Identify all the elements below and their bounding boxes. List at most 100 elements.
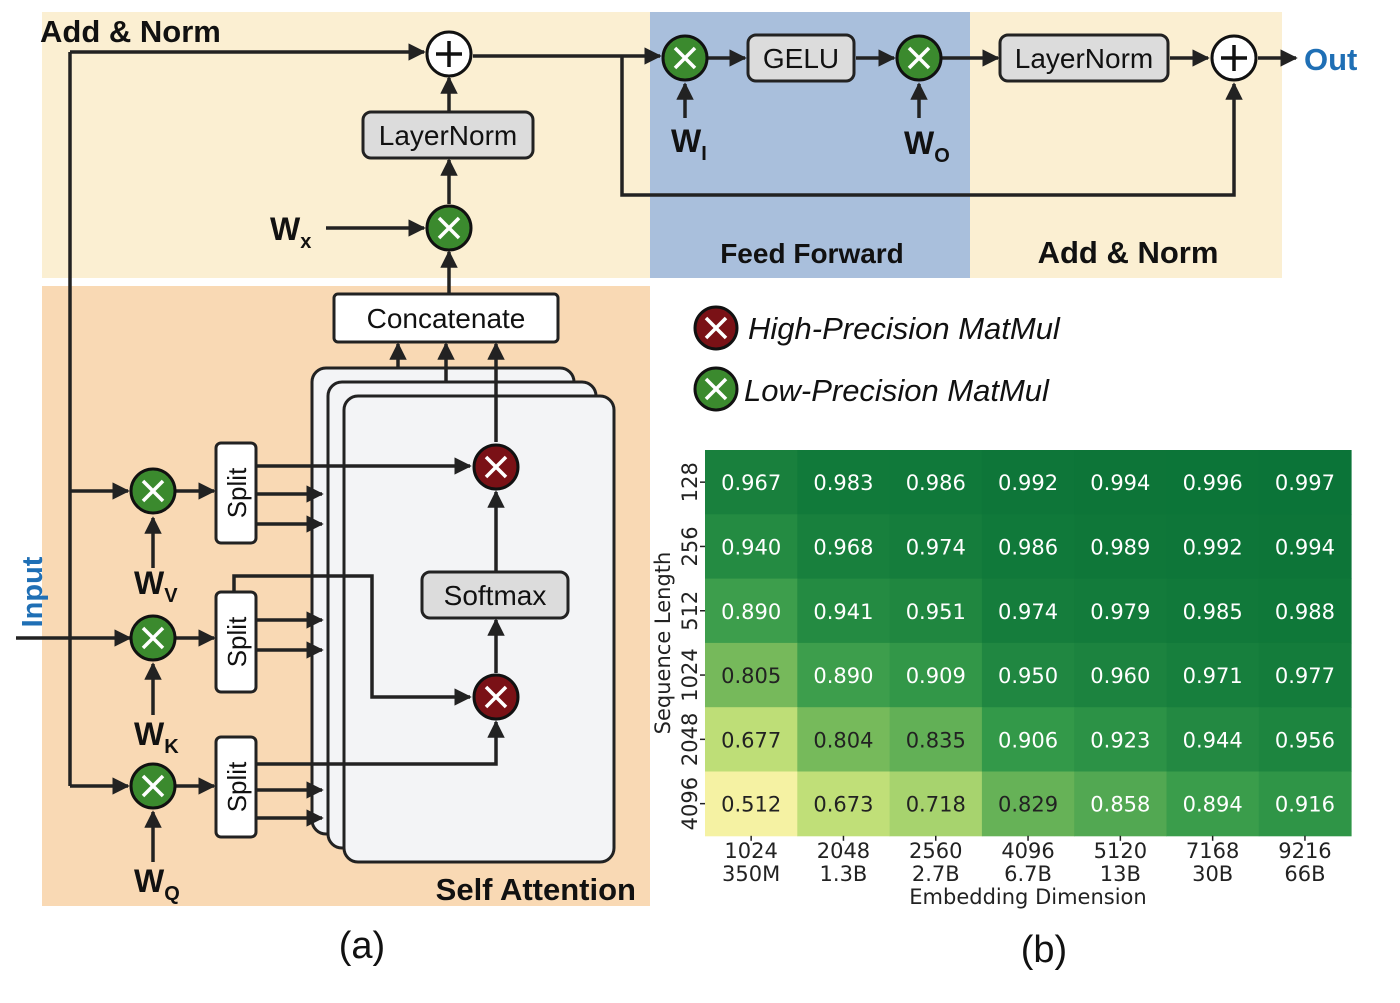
heatmap-cell-value: 0.673 bbox=[813, 793, 873, 817]
heatmap-cell-value: 0.986 bbox=[906, 471, 966, 495]
heatmap-x-tick-sublabel: 2.7B bbox=[912, 862, 960, 886]
add-left-icon bbox=[425, 30, 473, 78]
heatmap-cell-value: 0.968 bbox=[813, 535, 873, 559]
heatmap-cell-value: 0.986 bbox=[998, 535, 1058, 559]
concatenate-box bbox=[332, 292, 560, 344]
heatmap-x-tick-label: 9216 bbox=[1278, 839, 1331, 863]
heatmap-x-tick-label: 7168 bbox=[1186, 839, 1239, 863]
heatmap-cell bbox=[705, 771, 798, 837]
heatmap-cell bbox=[981, 514, 1075, 580]
heatmap-cell bbox=[1258, 578, 1352, 644]
heatmap-cell bbox=[981, 771, 1075, 837]
matmul-attn-v-high-icon bbox=[472, 443, 520, 491]
heatmap-cell-value: 0.941 bbox=[813, 600, 873, 624]
heatmap-cell bbox=[797, 450, 891, 515]
weight-wk-label: WK bbox=[134, 716, 179, 758]
add-right-icon bbox=[1210, 34, 1258, 82]
split-k-label: Split bbox=[222, 616, 252, 667]
heatmap-cell bbox=[1074, 771, 1167, 837]
split-box-v: Split bbox=[214, 441, 258, 545]
heatmap-cell bbox=[1074, 642, 1167, 708]
heatmap-cell-value: 0.994 bbox=[1275, 535, 1335, 559]
heatmap-x-tick-label: 4096 bbox=[1001, 839, 1054, 863]
layernorm-right-box bbox=[998, 33, 1170, 83]
heatmap-cell bbox=[1166, 642, 1260, 708]
feed-forward-label: Feed Forward bbox=[720, 238, 904, 269]
heatmap-cell-value: 0.992 bbox=[998, 471, 1058, 495]
input-label: Input bbox=[17, 556, 49, 627]
gelu-box bbox=[746, 33, 856, 83]
legend-high-icon bbox=[693, 305, 739, 351]
attention-head-panel-1 bbox=[342, 394, 616, 864]
heatmap-cell-value: 0.989 bbox=[1090, 535, 1150, 559]
split-box-k: Split bbox=[214, 590, 258, 694]
heatmap-cell bbox=[889, 642, 983, 708]
heatmap-cell bbox=[1074, 450, 1167, 515]
heatmap-cell bbox=[1074, 514, 1167, 580]
heatmap-cell bbox=[1074, 707, 1167, 772]
matmul-wx-low-icon bbox=[425, 204, 473, 252]
heatmap-cell bbox=[889, 707, 983, 772]
heatmap-cell bbox=[981, 450, 1075, 515]
heatmap-cell bbox=[1258, 514, 1352, 580]
heatmap-cell-value: 0.858 bbox=[1090, 793, 1150, 817]
heatmap-cell bbox=[797, 771, 891, 837]
heatmap-cell bbox=[981, 707, 1075, 772]
weight-wx-label: Wx bbox=[270, 211, 311, 253]
heatmap-cell-value: 0.983 bbox=[813, 471, 873, 495]
heatmap-xlabel: Embedding Dimension bbox=[909, 885, 1146, 909]
heatmap-cell-value: 0.979 bbox=[1090, 600, 1150, 624]
heatmap-cell-value: 0.977 bbox=[1275, 664, 1335, 688]
output-label: Out bbox=[1304, 42, 1357, 77]
heatmap-cell bbox=[797, 642, 891, 708]
add-norm-top-label: Add & Norm bbox=[40, 14, 221, 49]
add-norm-right-label: Add & Norm bbox=[1038, 235, 1219, 270]
split-v-label: Split bbox=[222, 467, 252, 518]
matmul-wo-low-icon bbox=[895, 34, 943, 82]
heatmap-x-tick-label: 2560 bbox=[909, 839, 962, 863]
layernorm-left-box bbox=[361, 110, 535, 160]
heatmap-cell bbox=[1166, 707, 1260, 772]
heatmap-cell bbox=[705, 578, 798, 644]
matmul-wq-low-icon bbox=[129, 762, 177, 810]
heatmap-cell-value: 0.974 bbox=[906, 535, 966, 559]
self-attention-label: Self Attention bbox=[436, 872, 636, 907]
concatenate-label: Concatenate bbox=[367, 303, 526, 334]
legend-low-label: Low-Precision MatMul bbox=[744, 373, 1050, 408]
heatmap-cell-value: 0.985 bbox=[1183, 600, 1243, 624]
heatmap-cell bbox=[1166, 514, 1260, 580]
heatmap-cell bbox=[705, 450, 798, 515]
heatmap-x-tick-sublabel: 13B bbox=[1100, 862, 1141, 886]
heatmap-cell bbox=[705, 514, 798, 580]
heatmap-cell bbox=[889, 514, 983, 580]
heatmap-cell-value: 0.512 bbox=[721, 793, 781, 817]
heatmap-cell-value: 0.994 bbox=[1090, 471, 1150, 495]
heatmap-cell-value: 0.890 bbox=[813, 664, 873, 688]
heatmap-x-tick-label: 2048 bbox=[817, 839, 870, 863]
heatmap-cell-value: 0.992 bbox=[1183, 535, 1243, 559]
heatmap-cell-value: 0.950 bbox=[998, 664, 1058, 688]
heatmap-cell-value: 0.967 bbox=[721, 471, 781, 495]
heatmap-cell-value: 0.677 bbox=[721, 728, 781, 752]
heatmap-x-tick-sublabel: 6.7B bbox=[1004, 862, 1052, 886]
heatmap-cell-value: 0.805 bbox=[721, 664, 781, 688]
heatmap-cell bbox=[981, 642, 1075, 708]
heatmap-cell-value: 0.996 bbox=[1183, 471, 1243, 495]
matmul-wk-low-icon bbox=[129, 614, 177, 662]
heatmap-cell bbox=[1258, 707, 1352, 772]
heatmap-cell-value: 0.971 bbox=[1183, 664, 1243, 688]
connectors bbox=[16, 43, 1298, 862]
heatmap-cell bbox=[797, 578, 891, 644]
heatmap-cell-value: 0.988 bbox=[1275, 600, 1335, 624]
heatmap-cell-value: 0.718 bbox=[906, 793, 966, 817]
heatmap-cell bbox=[705, 707, 798, 772]
heatmap-cell bbox=[1166, 771, 1260, 837]
panel-a-label: (a) bbox=[339, 925, 385, 967]
softmax-box bbox=[420, 570, 570, 620]
matmul-wv-low-icon bbox=[129, 467, 177, 515]
heatmap-cell-value: 0.923 bbox=[1090, 728, 1150, 752]
panel-b-label: (b) bbox=[1021, 929, 1067, 971]
heatmap-cell-value: 0.906 bbox=[998, 728, 1058, 752]
heatmap-cell-value: 0.916 bbox=[1275, 793, 1335, 817]
heatmap-cell bbox=[1166, 578, 1260, 644]
